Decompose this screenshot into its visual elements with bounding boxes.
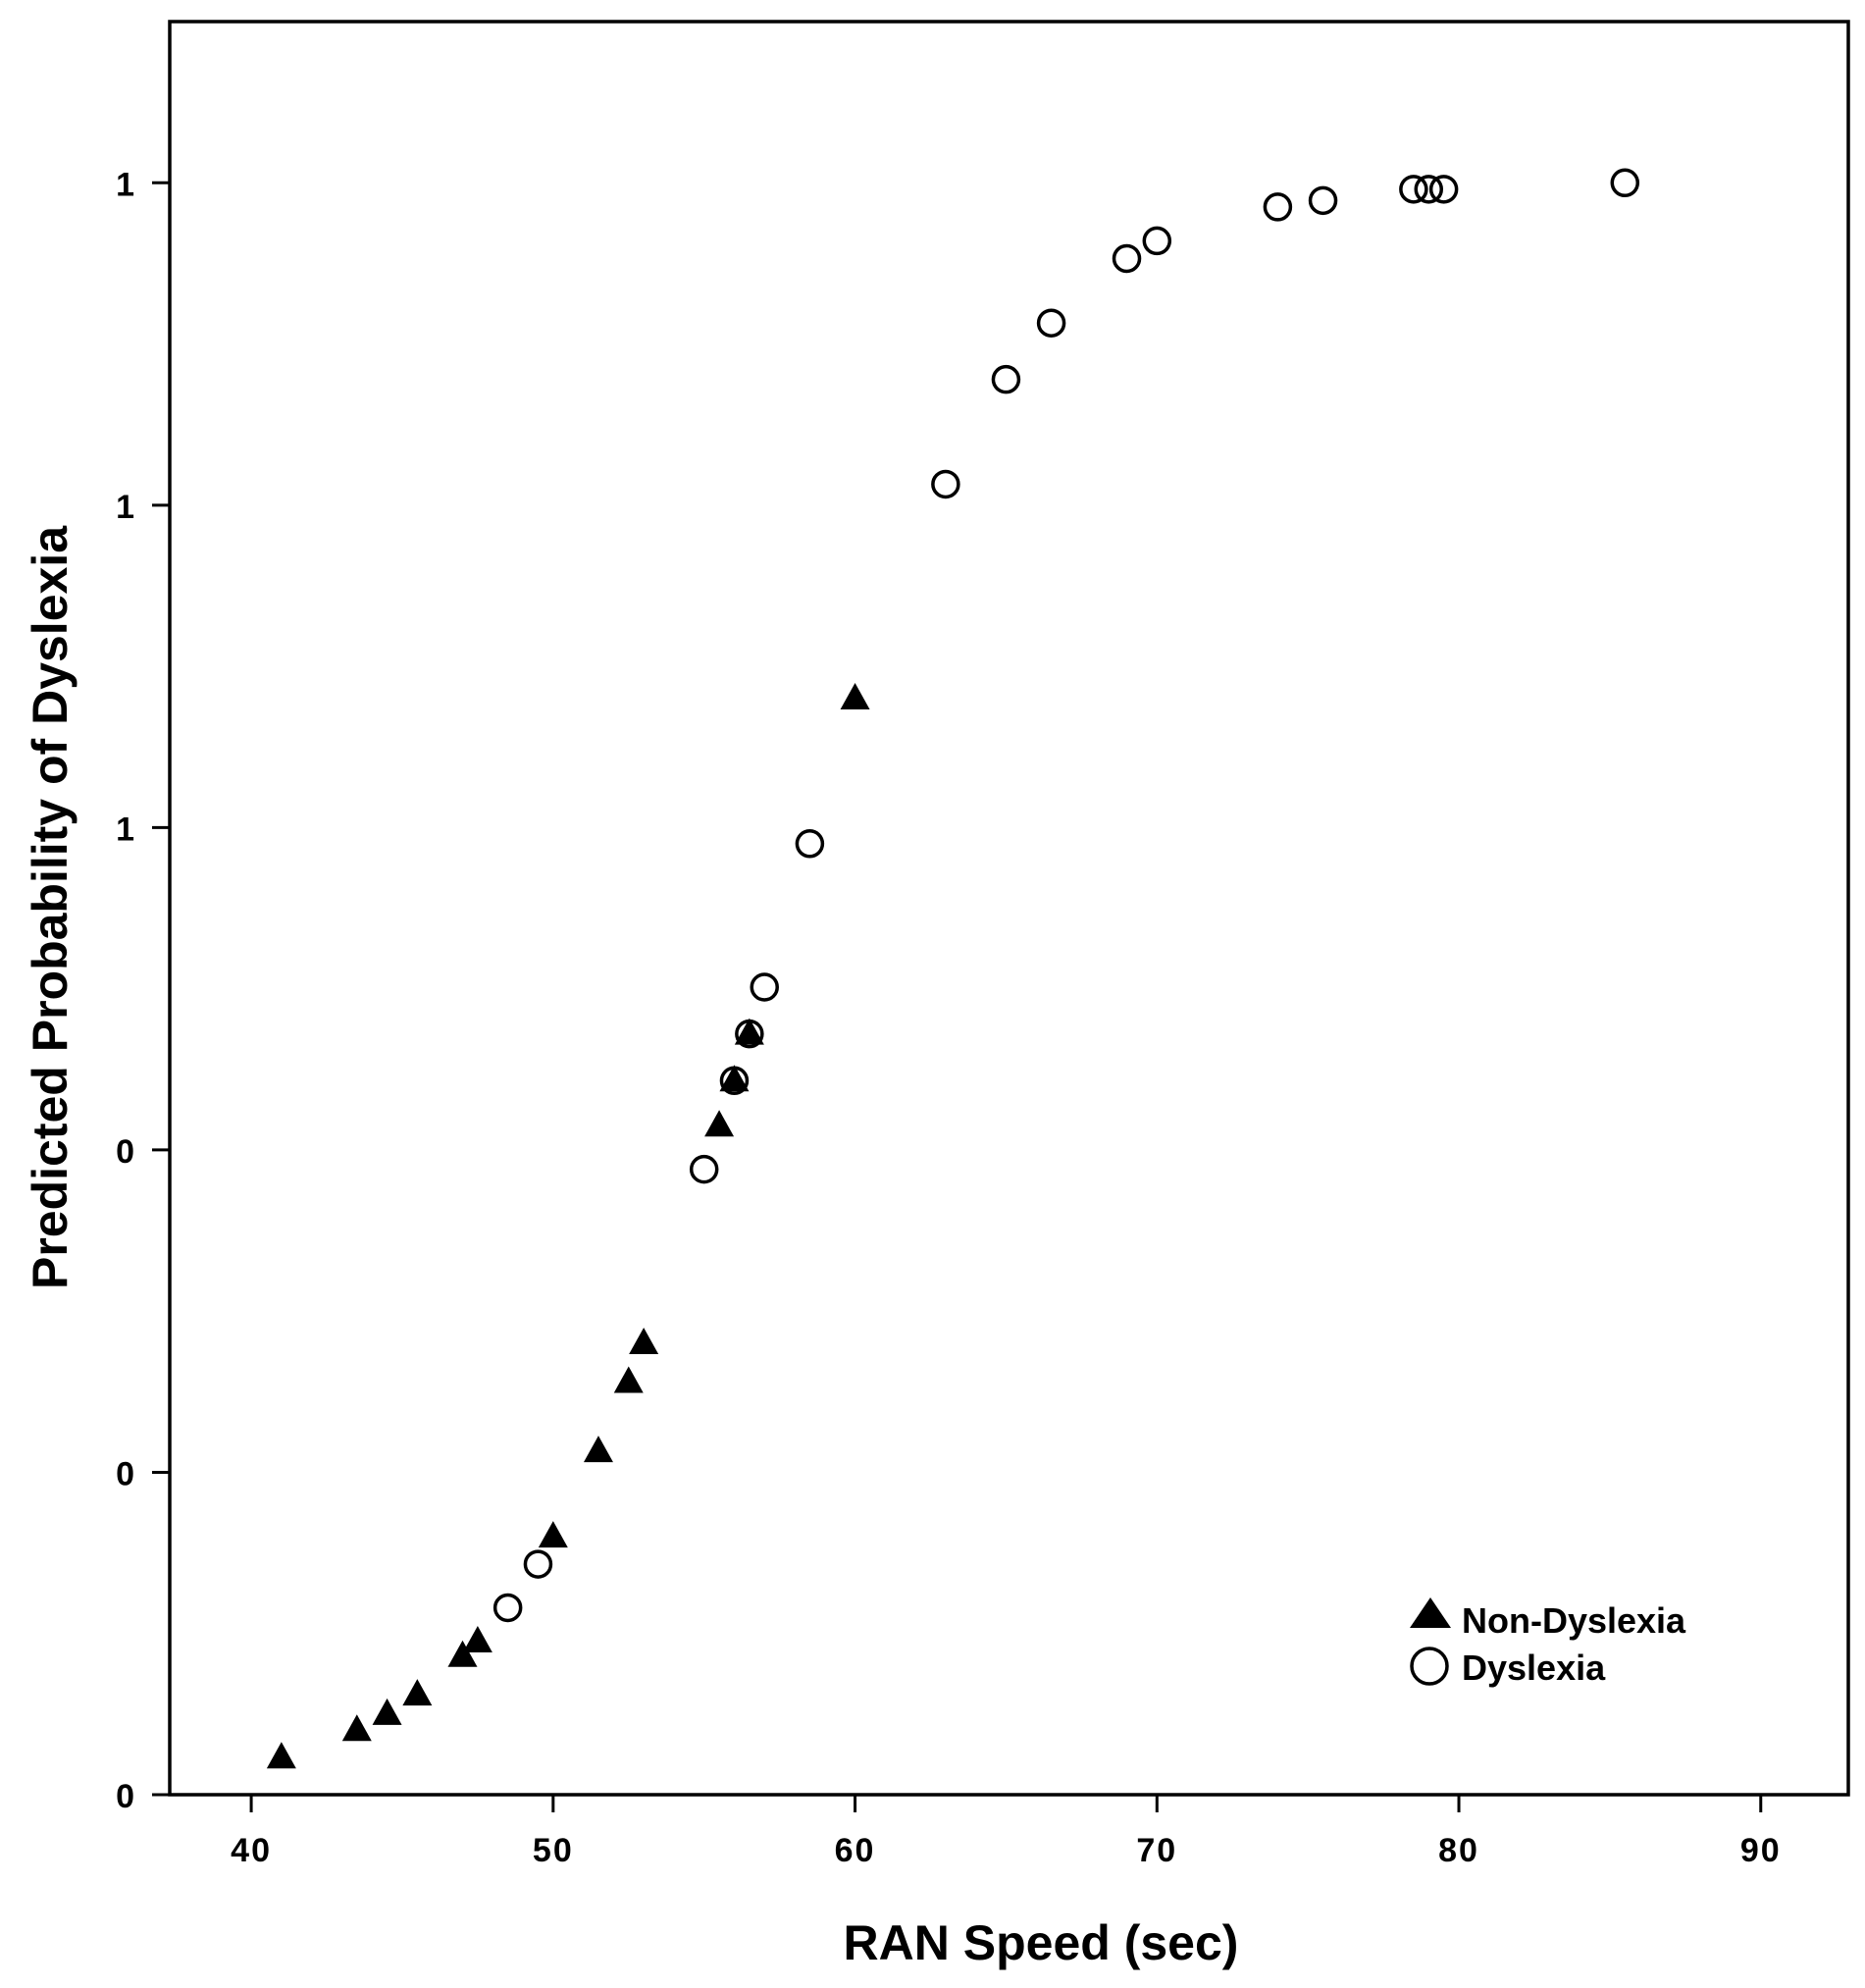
non-dyslexia-point <box>734 1018 764 1045</box>
x-axis: 40 50 60 70 80 90 <box>231 1795 1782 1869</box>
y-tick-label: 0 <box>116 1778 136 1815</box>
y-tick-label: 0 <box>116 1133 136 1171</box>
legend-label-non-dyslexia: Non-Dyslexia <box>1462 1600 1686 1641</box>
non-dyslexia-point <box>462 1625 492 1652</box>
non-dyslexia-point <box>629 1328 659 1355</box>
legend-marker-non-dyslexia <box>1410 1597 1451 1628</box>
non-dyslexia-point <box>447 1640 478 1667</box>
non-dyslexia-point <box>341 1714 372 1742</box>
x-tick-label: 80 <box>1438 1832 1479 1869</box>
non-dyslexia-point <box>266 1742 296 1769</box>
dyslexia-point <box>1142 226 1172 256</box>
legend: Non-Dyslexia Dyslexia <box>1410 1597 1686 1688</box>
non-dyslexia-point <box>402 1679 433 1706</box>
x-tick-label: 40 <box>231 1832 272 1869</box>
dyslexia-point <box>1428 175 1459 204</box>
non-dyslexia-point <box>583 1436 613 1463</box>
non-dyslexia-point <box>372 1698 402 1725</box>
y-tick-label: 1 <box>116 166 136 203</box>
dyslexia-point <box>1112 243 1142 274</box>
y-tick-label: 0 <box>116 1455 136 1492</box>
dyslexia-point <box>991 364 1021 394</box>
legend-marker-dyslexia <box>1410 1647 1449 1686</box>
data-points <box>266 168 1640 1769</box>
x-tick-label: 90 <box>1740 1832 1782 1869</box>
y-axis-title: Predicted Probability of Dyslexia <box>23 525 78 1289</box>
dyslexia-point <box>492 1593 523 1623</box>
dyslexia-point <box>523 1549 553 1579</box>
dyslexia-point <box>719 1066 750 1096</box>
dyslexia-point <box>1036 308 1066 338</box>
dyslexia-point <box>1263 192 1293 222</box>
dyslexia-point <box>1399 175 1428 204</box>
x-tick-label: 50 <box>533 1832 574 1869</box>
non-dyslexia-point <box>538 1521 568 1548</box>
legend-label-dyslexia: Dyslexia <box>1462 1648 1606 1688</box>
y-tick-label: 1 <box>116 489 136 526</box>
x-axis-title: RAN Speed (sec) <box>844 1915 1239 1970</box>
dyslexia-point <box>1610 168 1640 198</box>
dyslexia-point <box>795 829 825 859</box>
dyslexia-point <box>689 1154 719 1184</box>
dyslexia-point <box>750 972 779 1002</box>
plot-area-frame <box>168 20 1850 1797</box>
dyslexia-point <box>735 1019 764 1049</box>
non-dyslexia-point <box>840 682 870 709</box>
dyslexia-point <box>1414 175 1443 204</box>
y-tick-label: 1 <box>116 811 136 848</box>
x-tick-label: 70 <box>1136 1832 1177 1869</box>
non-dyslexia-point <box>613 1366 644 1393</box>
x-tick-label: 60 <box>835 1832 876 1869</box>
dyslexia-point <box>931 469 960 499</box>
non-dyslexia-point <box>719 1065 750 1092</box>
dyslexia-point <box>1308 185 1338 216</box>
y-axis: 0 0 0 1 1 1 <box>116 166 170 1815</box>
non-dyslexia-point <box>704 1110 735 1137</box>
